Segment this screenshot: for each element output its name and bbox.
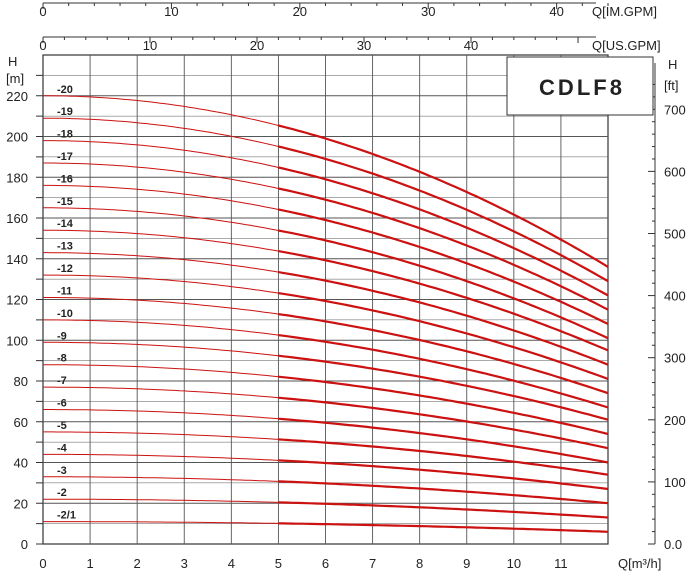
h-ft-tick-label: 200 [664, 413, 686, 428]
pump-curve-operating-range [278, 187, 609, 311]
q-m3h-tick-label: 9 [463, 556, 470, 571]
model-title: CDLF8 [539, 75, 625, 100]
q-im-tick-label: 30 [421, 4, 435, 19]
q-m3h-tick-label: 0 [39, 556, 46, 571]
h-m-tick-label: 180 [6, 170, 28, 185]
curve-label: -9 [57, 330, 67, 342]
pump-curve-operating-range [278, 396, 609, 450]
q-m3h-tick-label: 5 [275, 556, 282, 571]
curve-label: -15 [57, 196, 73, 208]
h-m-tick-label: 120 [6, 293, 28, 308]
h-m-axis-unit: [m] [6, 71, 24, 86]
pump-curve-operating-range [278, 208, 609, 325]
q-us-axis-title: Q[US.GPM] [592, 38, 661, 53]
q-us-tick-label: 30 [357, 38, 371, 53]
q-m3h-tick-label: 3 [181, 556, 188, 571]
q-im-tick-label: 40 [549, 4, 563, 19]
h-ft-tick-label: 400 [664, 289, 686, 304]
curve-label: -2/1 [57, 510, 76, 522]
q-m3h-tick-label: 7 [369, 556, 376, 571]
curve-label: -20 [57, 84, 73, 96]
curve-label: -7 [57, 375, 67, 387]
h-m-tick-label: 220 [6, 89, 28, 104]
h-ft-tick-label: 100 [664, 475, 686, 490]
q-m3h-tick-label: 8 [416, 556, 423, 571]
curve-label: -16 [57, 173, 73, 185]
curve-label: -18 [57, 129, 73, 141]
curve-label: -2 [57, 487, 67, 499]
curve-label: -19 [57, 106, 73, 118]
chart-axes: 0 1 2 3 4 5 6 7 8 9 10 110 10 20 30 400 10 20 30 4002040608… [6, 2, 686, 571]
pump-curve-operating-range [278, 375, 609, 436]
q-m3h-tick-label: 2 [134, 556, 141, 571]
pump-curve-operating-range [278, 501, 609, 519]
h-m-axis-title: H [8, 54, 17, 69]
curve-label: -17 [57, 151, 73, 163]
pump-curve-operating-range [278, 250, 609, 352]
curve-label: -14 [57, 218, 74, 230]
h-ft-tick-label: 700 [664, 102, 686, 117]
pump-curve-operating-range [278, 522, 609, 533]
q-im-tick-label: 10 [164, 4, 178, 19]
h-ft-tick-label: 500 [664, 226, 686, 241]
pump-curve-operating-range [278, 313, 609, 395]
h-ft-axis-title: H [668, 57, 677, 72]
h-m-tick-label: 60 [14, 415, 28, 430]
chart-curve-labels: -20 -19 -18 -17 -16 -15 -14 -13 -12 -11 -10 -9 -8 -7 -… [57, 84, 76, 522]
q-m3h-tick-label: 10 [507, 556, 521, 571]
q-m3h-axis-title: Q[m³/h] [618, 556, 661, 571]
pump-curve-operating-range [278, 166, 609, 297]
h-m-tick-label: 160 [6, 211, 28, 226]
pump-curve-operating-range [278, 292, 609, 381]
q-us-tick-label: 10 [143, 38, 157, 53]
h-m-tick-label: 0 [21, 537, 28, 552]
q-us-tick-label: 0 [39, 38, 46, 53]
h-m-tick-label: 80 [14, 374, 28, 389]
pump-curve-operating-range [278, 438, 609, 476]
h-ft-tick-label: 600 [664, 164, 686, 179]
curve-label: -12 [57, 263, 73, 275]
q-im-tick-label: 20 [293, 4, 307, 19]
pump-curve-operating-range [278, 334, 609, 409]
curve-label: -5 [57, 420, 67, 432]
pump-curve-operating-range [278, 480, 609, 505]
pump-curve-operating-range [278, 145, 609, 283]
h-m-tick-label: 40 [14, 456, 28, 471]
model-box: CDLF8 [506, 56, 654, 116]
h-ft-axis-unit: [ft] [664, 78, 678, 93]
h-ft-tick-label: 300 [664, 351, 686, 366]
q-us-tick-label: 20 [250, 38, 264, 53]
pump-curve-operating-range [278, 354, 609, 421]
pump-curve-operating-range [278, 229, 609, 340]
curve-label: -8 [57, 353, 67, 365]
curve-label: -6 [57, 398, 67, 410]
q-us-tick-label: 40 [464, 38, 478, 53]
curve-label: -4 [57, 442, 68, 454]
pump-curve-operating-range [278, 417, 609, 464]
q-im-tick-label: 0 [39, 4, 46, 19]
q-m3h-tick-label: 6 [322, 556, 329, 571]
q-m3h-tick-label: 1 [86, 556, 93, 571]
h-m-tick-label: 200 [6, 130, 28, 145]
chart-curves [42, 95, 609, 533]
h-m-tick-label: 100 [6, 333, 28, 348]
h-m-tick-label: 20 [14, 496, 28, 511]
q-im-axis-title: Q[IM.GPM] [592, 4, 657, 19]
q-m3h-tick-label: 4 [228, 556, 235, 571]
pump-curve-operating-range [278, 124, 609, 268]
q-m3h-tick-label: 11 [554, 556, 568, 571]
pump-curve-operating-range [278, 459, 609, 491]
curve-label: -10 [57, 308, 73, 320]
curve-label: -13 [57, 241, 73, 253]
h-ft-tick-label: 0.0 [664, 537, 682, 552]
h-m-tick-label: 140 [6, 252, 28, 267]
curve-label: -11 [57, 285, 72, 297]
curve-label: -3 [57, 465, 67, 477]
pump-curve-operating-range [278, 271, 609, 366]
